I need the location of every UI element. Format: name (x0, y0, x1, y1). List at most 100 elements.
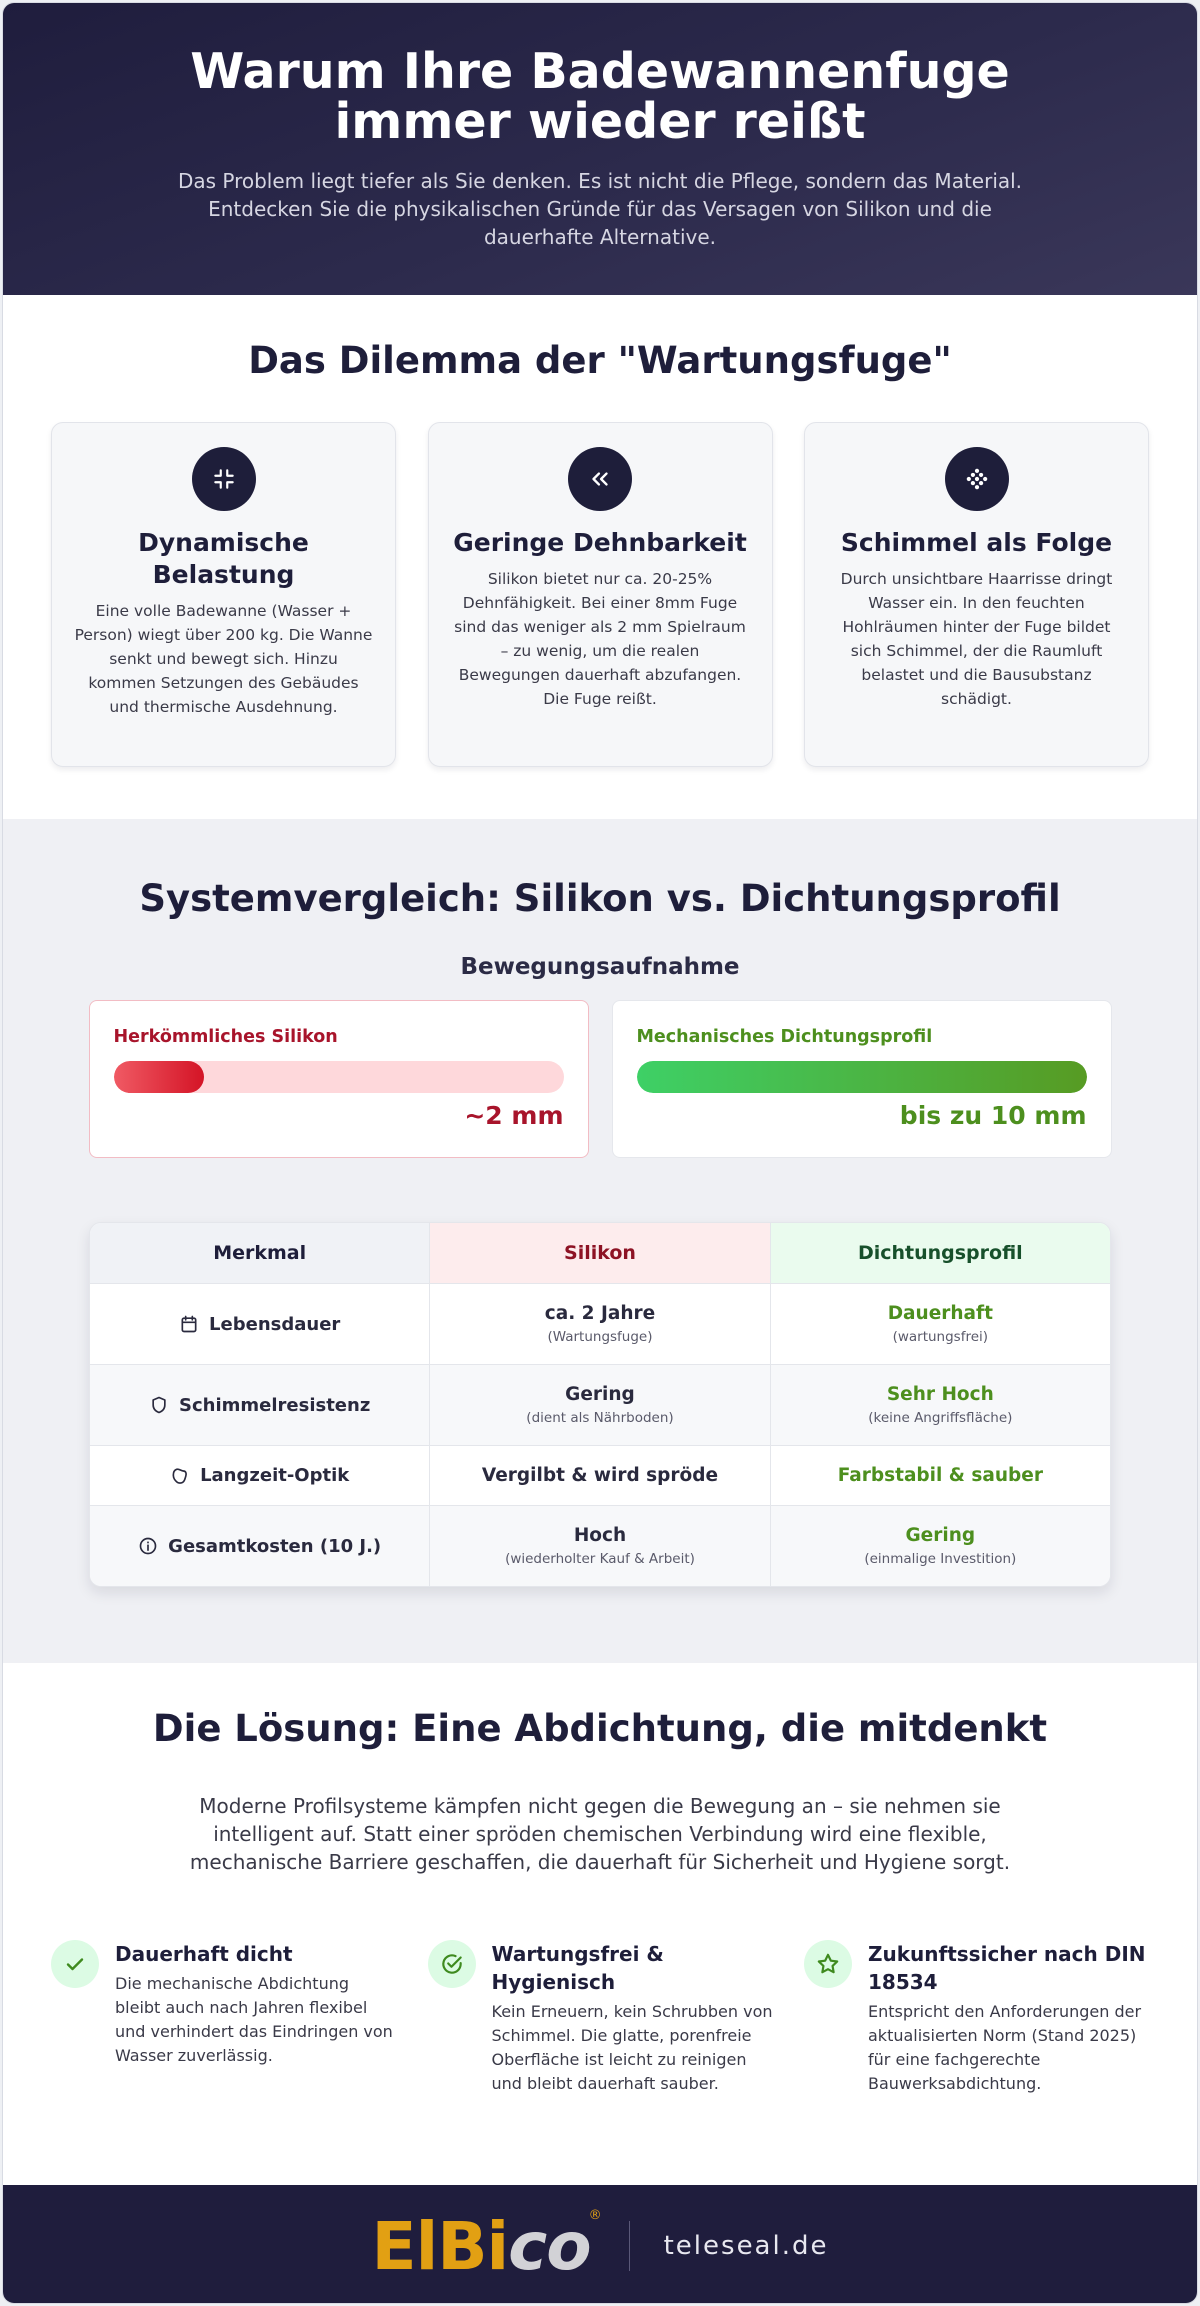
dilemma-section: Das Dilemma der "Wartungsfuge" Dynamisch… (3, 295, 1197, 819)
table-header-row: Merkmal Silikon Dichtungsprofil (90, 1223, 1110, 1283)
table-row: Langzeit-Optik Vergilbt & wird spröde Fa… (90, 1445, 1110, 1505)
feature-label: Schimmelresistenz (179, 1394, 371, 1416)
feature-text: Entspricht den Anforderungen der aktuali… (868, 2002, 1142, 2093)
solution-intro: Moderne Profilsysteme kämpfen nicht gege… (189, 1794, 1011, 1874)
star-icon (804, 1940, 852, 1988)
profile-value: Farbstabil & sauber (837, 1465, 1043, 1486)
footer: ElBico ® teleseal.de (3, 2185, 1197, 2303)
hero-header: Warum Ihre Badewannenfuge immer wieder r… (3, 3, 1197, 295)
silicone-note: (wiederholter Kauf & Arbeit) (505, 1551, 695, 1567)
feature-item: Dauerhaft dicht Die mechanische Abdichtu… (51, 1940, 396, 2096)
feature-title: Wartungsfrei & Hygienisch (491, 1942, 664, 1994)
row-feature: Langzeit-Optik (90, 1446, 429, 1505)
silicone-value: ca. 2 Jahre (544, 1303, 656, 1324)
card-dynamic-load: Dynamische Belastung Eine volle Badewann… (51, 422, 396, 767)
profile-bar-label: Mechanisches Dichtungsprofil (636, 1027, 933, 1047)
comparison-section: Systemvergleich: Silikon vs. Dichtungspr… (3, 819, 1197, 1663)
silicone-value: Gering (565, 1384, 635, 1405)
mold-dots-icon (944, 447, 1009, 511)
header-profile: Dichtungsprofil (769, 1223, 1110, 1283)
compress-icon (191, 447, 256, 511)
calendar-icon (181, 1315, 197, 1333)
comparison-title: Systemvergleich: Silikon vs. Dichtungspr… (139, 877, 1061, 920)
feature-item: Zukunftssicher nach DIN 18534 Entspricht… (804, 1940, 1149, 2096)
logo-part2: co (508, 2207, 591, 2285)
profile-bar-fill (636, 1061, 1087, 1093)
card-title: Schimmel als Folge (840, 528, 1113, 557)
table-row: Lebensdauer ca. 2 Jahre (Wartungsfuge) D… (90, 1283, 1110, 1364)
feature-text: Kein Erneuern, kein Schrubben von Schimm… (491, 2002, 773, 2093)
profile-note: (einmalige Investition) (864, 1551, 1017, 1567)
logo-part1: ElBi (371, 2207, 510, 2285)
profile-cell: Farbstabil & sauber (769, 1446, 1110, 1505)
feature-title: Zukunftssicher nach DIN 18534 (868, 1942, 1146, 1994)
card-text: Eine volle Badewanne (Wasser + Person) w… (74, 602, 373, 716)
feature-label: Lebensdauer (209, 1313, 341, 1335)
profile-note: (keine Angriffsfläche) (868, 1410, 1013, 1426)
movement-bars: Herkömmliches Silikon ~2 mm Mechanisches… (88, 1000, 1112, 1158)
card-mold: Schimmel als Folge Durch unsichtbare Haa… (804, 422, 1149, 767)
silicone-cell: ca. 2 Jahre (Wartungsfuge) (429, 1284, 769, 1364)
table-row: Gesamtkosten (10 J.) Hoch (wiederholter … (90, 1505, 1110, 1586)
silicone-cell: Vergilbt & wird spröde (429, 1446, 769, 1505)
silicone-note: (dient als Nährboden) (526, 1410, 674, 1426)
card-title: Geringe Dehnbarkeit (453, 528, 747, 557)
silicone-value: Hoch (573, 1525, 627, 1546)
silicone-cell: Hoch (wiederholter Kauf & Arbeit) (429, 1506, 770, 1586)
silicone-bar-card: Herkömmliches Silikon ~2 mm (88, 1000, 589, 1158)
movement-title: Bewegungsaufnahme (460, 954, 740, 980)
solution-title: Die Lösung: Eine Abdichtung, die mitdenk… (152, 1707, 1048, 1750)
feature-label: Langzeit-Optik (200, 1465, 350, 1486)
double-chevron-left-icon (568, 447, 632, 511)
dilemma-title: Das Dilemma der "Wartungsfuge" (248, 339, 952, 382)
feature-title: Dauerhaft dicht (115, 1942, 293, 1966)
row-feature: Schimmelresistenz (90, 1365, 430, 1445)
info-icon (139, 1537, 157, 1555)
profile-cell: Sehr Hoch (keine Angriffsfläche) (769, 1365, 1110, 1445)
feature-label: Gesamtkosten (10 J.) (168, 1535, 382, 1557)
profile-note: (wartungsfrei) (892, 1329, 989, 1345)
profile-bar-card: Mechanisches Dichtungsprofil bis zu 10 m… (611, 1000, 1112, 1158)
silicone-bar-value: ~2 mm (464, 1101, 564, 1130)
card-text: Silikon bietet nur ca. 20-25% Dehnfähigk… (454, 570, 746, 708)
hero-subtitle: Das Problem liegt tiefer als Sie denken.… (177, 169, 1023, 249)
footer-divider (628, 2221, 630, 2271)
row-feature: Lebensdauer (90, 1284, 429, 1364)
silicone-cell: Gering (dient als Nährboden) (429, 1365, 770, 1445)
silicone-note: (Wartungsfuge) (547, 1329, 653, 1345)
page-title: Warum Ihre Badewannenfuge immer wieder r… (190, 43, 1010, 150)
comparison-table: Merkmal Silikon Dichtungsprofil Lebensda… (89, 1222, 1111, 1587)
check-circle-icon (427, 1940, 476, 1988)
silicone-bar-track (113, 1061, 564, 1093)
feature-item: Wartungsfrei & Hygienisch Kein Erneuern,… (427, 1940, 773, 2096)
elbico-logo: ElBico ® (371, 2207, 602, 2285)
feature-text: Die mechanische Abdichtung bleibt auch n… (115, 1974, 393, 2065)
profile-bar-value: bis zu 10 mm (899, 1101, 1087, 1130)
profile-bar-track (636, 1061, 1087, 1093)
blob-icon (172, 1467, 188, 1484)
shield-icon (152, 1396, 166, 1414)
header-silicone: Silikon (429, 1223, 770, 1283)
card-text: Durch unsichtbare Haarrisse dringt Wasse… (840, 570, 1113, 708)
dilemma-cards: Dynamische Belastung Eine volle Badewann… (51, 422, 1149, 767)
silicone-bar-label: Herkömmliches Silikon (113, 1027, 338, 1047)
footer-domain-link[interactable]: teleseal.de (663, 2231, 829, 2261)
row-feature: Gesamtkosten (10 J.) (90, 1506, 430, 1586)
logo-registered-mark: ® (588, 2207, 602, 2223)
profile-value: Sehr Hoch (886, 1384, 994, 1405)
card-title: Dynamische Belastung (138, 528, 309, 589)
silicone-value: Vergilbt & wird spröde (481, 1465, 719, 1486)
solution-features: Dauerhaft dicht Die mechanische Abdichtu… (51, 1940, 1149, 2096)
profile-value: Dauerhaft (887, 1303, 993, 1324)
silicone-bar-fill (113, 1061, 204, 1093)
profile-cell: Gering (einmalige Investition) (769, 1506, 1110, 1586)
solution-section: Die Lösung: Eine Abdichtung, die mitdenk… (3, 1663, 1197, 2185)
profile-cell: Dauerhaft (wartungsfrei) (769, 1284, 1110, 1364)
check-icon (51, 1940, 99, 1988)
card-low-elasticity: Geringe Dehnbarkeit Silikon bietet nur c… (427, 422, 773, 767)
header-feature: Merkmal (90, 1223, 430, 1283)
table-row: Schimmelresistenz Gering (dient als Nähr… (90, 1364, 1110, 1445)
profile-value: Gering (905, 1525, 976, 1546)
